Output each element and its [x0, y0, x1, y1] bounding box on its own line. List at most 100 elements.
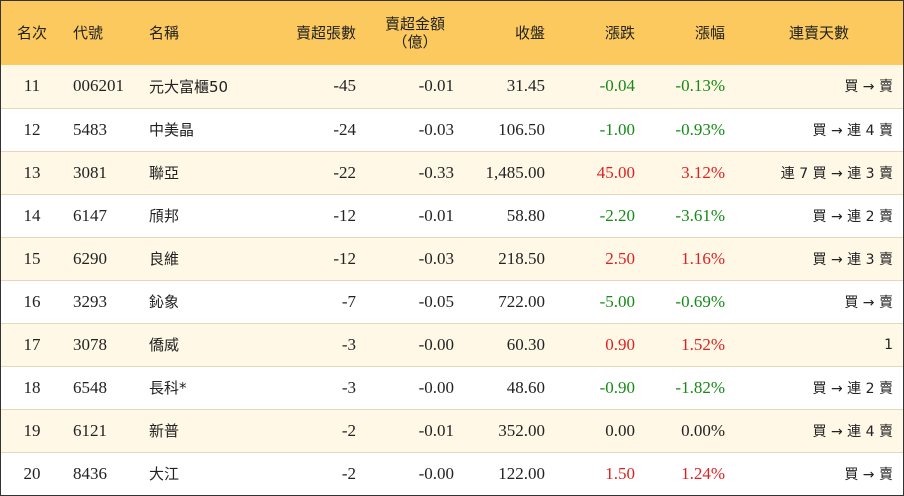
cell-change-pct: 1.24% — [645, 451, 735, 495]
table-row[interactable]: 14 6147 頎邦 -12 -0.01 58.80 -2.20 -3.61% 買 → 連 2 … — [1, 193, 903, 237]
cell-stock-name[interactable]: 良維 — [139, 236, 257, 280]
cell-net-sell-lots: -7 — [257, 279, 366, 323]
cell-net-sell-lots: -12 — [257, 236, 366, 280]
cell-change-pct: -0.93% — [645, 107, 735, 151]
cell-close: 352.00 — [464, 408, 555, 452]
cell-rank: 19 — [1, 408, 63, 452]
cell-code[interactable]: 6121 — [63, 408, 139, 452]
cell-consecutive-days: 買 → 連 4 賣 — [735, 408, 903, 452]
cell-net-sell-amount: -0.01 — [366, 193, 464, 237]
cell-code[interactable]: 6147 — [63, 193, 139, 237]
cell-stock-name[interactable]: 鈊象 — [139, 279, 257, 323]
table-row[interactable]: 17 3078 僑威 -3 -0.00 60.30 0.90 1.52% 1 — [1, 322, 903, 366]
cell-net-sell-amount: -0.01 — [366, 408, 464, 452]
table-row[interactable]: 11 006201 元大富櫃50 -45 -0.01 31.45 -0.04 -0.13% 買 … — [1, 65, 903, 108]
cell-change: -0.90 — [555, 365, 645, 409]
cell-close: 58.80 — [464, 193, 555, 237]
cell-code[interactable]: 3293 — [63, 279, 139, 323]
cell-stock-name[interactable]: 長科* — [139, 365, 257, 409]
header-change-pct[interactable]: 漲幅 — [694, 24, 725, 42]
table-row[interactable]: 20 8436 大江 -2 -0.00 122.00 1.50 1.24% 買 → 賣 — [1, 451, 903, 495]
cell-code[interactable]: 006201 — [73, 76, 124, 96]
cell-net-sell-lots: -2 — [257, 408, 366, 452]
cell-stock-name[interactable]: 新普 — [139, 408, 257, 452]
header-change[interactable]: 漲跌 — [604, 24, 635, 42]
cell-rank: 13 — [1, 150, 63, 194]
cell-net-sell-amount: -0.00 — [366, 322, 464, 366]
cell-code[interactable]: 3081 — [63, 150, 139, 194]
cell-close: 218.50 — [464, 236, 555, 280]
header-consecutive-days[interactable]: 連賣天數 — [788, 24, 849, 42]
cell-stock-name[interactable]: 中美晶 — [139, 107, 257, 151]
cell-consecutive-days: 連 7 買 → 連 3 賣 — [735, 150, 903, 194]
cell-net-sell-amount: -0.00 — [366, 451, 464, 495]
cell-change: 2.50 — [555, 236, 645, 280]
table-row[interactable]: 13 3081 聯亞 -22 -0.33 1,485.00 45.00 3.12% 連 7 買 … — [1, 150, 903, 194]
cell-rank: 17 — [1, 322, 63, 366]
header-rank[interactable]: 名次 — [16, 24, 47, 42]
cell-change-pct: 0.00% — [645, 408, 735, 452]
cell-change: 0.00 — [555, 408, 645, 452]
cell-rank: 18 — [1, 365, 63, 409]
cell-net-sell-amount: -0.05 — [366, 279, 464, 323]
table-row[interactable]: 18 6548 長科* -3 -0.00 48.60 -0.90 -1.82% 買 → 連 2 … — [1, 365, 903, 409]
cell-change: -2.20 — [555, 193, 645, 237]
cell-stock-name[interactable]: 聯亞 — [139, 150, 257, 194]
cell-change-pct: -0.69% — [645, 279, 735, 323]
cell-net-sell-lots: -22 — [257, 150, 366, 194]
cell-code[interactable]: 6290 — [63, 236, 139, 280]
cell-close: 48.60 — [464, 365, 555, 409]
cell-rank: 15 — [1, 236, 63, 280]
cell-change-pct: -0.13% — [675, 76, 725, 96]
cell-change: 1.50 — [555, 451, 645, 495]
cell-net-sell-lots: -24 — [257, 107, 366, 151]
cell-change-pct: 3.12% — [645, 150, 735, 194]
header-close[interactable]: 收盤 — [514, 24, 545, 42]
header-net-sell-amount[interactable]: 賣超金額 （億） — [366, 1, 464, 65]
cell-change-pct: -3.61% — [645, 193, 735, 237]
cell-rank: 11 — [23, 76, 41, 96]
cell-net-sell-amount: -0.33 — [366, 150, 464, 194]
cell-change: 0.90 — [555, 322, 645, 366]
cell-code[interactable]: 3078 — [63, 322, 139, 366]
cell-change: -0.04 — [599, 76, 635, 96]
cell-net-sell-amount: -0.03 — [366, 236, 464, 280]
cell-consecutive-days: 1 — [735, 322, 903, 366]
cell-stock-name[interactable]: 頎邦 — [139, 193, 257, 237]
cell-consecutive-days: 買 → 連 4 賣 — [735, 107, 903, 151]
cell-stock-name[interactable]: 大江 — [139, 451, 257, 495]
cell-rank: 14 — [1, 193, 63, 237]
cell-net-sell-lots: -45 — [333, 76, 356, 96]
header-name[interactable]: 名稱 — [149, 24, 180, 42]
cell-net-sell-lots: -3 — [257, 322, 366, 366]
cell-rank: 16 — [1, 279, 63, 323]
cell-change-pct: 1.52% — [645, 322, 735, 366]
cell-net-sell-lots: -12 — [257, 193, 366, 237]
cell-change: -1.00 — [555, 107, 645, 151]
table-row[interactable]: 16 3293 鈊象 -7 -0.05 722.00 -5.00 -0.69% 買 → 賣 — [1, 279, 903, 323]
cell-change: 45.00 — [555, 150, 645, 194]
cell-close: 60.30 — [464, 322, 555, 366]
header-amount-label: 賣超金額 — [384, 15, 445, 33]
cell-close: 122.00 — [464, 451, 555, 495]
cell-change: -5.00 — [555, 279, 645, 323]
cell-rank: 12 — [1, 107, 63, 151]
cell-change-pct: 1.16% — [645, 236, 735, 280]
cell-net-sell-lots: -3 — [257, 365, 366, 409]
cell-consecutive-days: 買 → 賣 — [844, 79, 893, 96]
cell-code[interactable]: 8436 — [63, 451, 139, 495]
cell-change-pct: -1.82% — [645, 365, 735, 409]
header-code[interactable]: 代號 — [73, 24, 104, 42]
cell-stock-name[interactable]: 元大富櫃50 — [149, 77, 229, 96]
table-row[interactable]: 15 6290 良維 -12 -0.03 218.50 2.50 1.16% 買 → 連 3 賣 — [1, 236, 903, 280]
cell-consecutive-days: 買 → 連 2 賣 — [735, 193, 903, 237]
cell-stock-name[interactable]: 僑威 — [139, 322, 257, 366]
cell-code[interactable]: 6548 — [63, 365, 139, 409]
cell-code[interactable]: 5483 — [63, 107, 139, 151]
cell-net-sell-amount: -0.01 — [418, 76, 454, 96]
table-row[interactable]: 19 6121 新普 -2 -0.01 352.00 0.00 0.00% 買 → 連 4 賣 — [1, 408, 903, 452]
table-row[interactable]: 12 5483 中美晶 -24 -0.03 106.50 -1.00 -0.93% 買 → 連 … — [1, 107, 903, 151]
header-net-sell-lots[interactable]: 賣超張數 — [295, 24, 356, 42]
cell-net-sell-amount: -0.00 — [366, 365, 464, 409]
